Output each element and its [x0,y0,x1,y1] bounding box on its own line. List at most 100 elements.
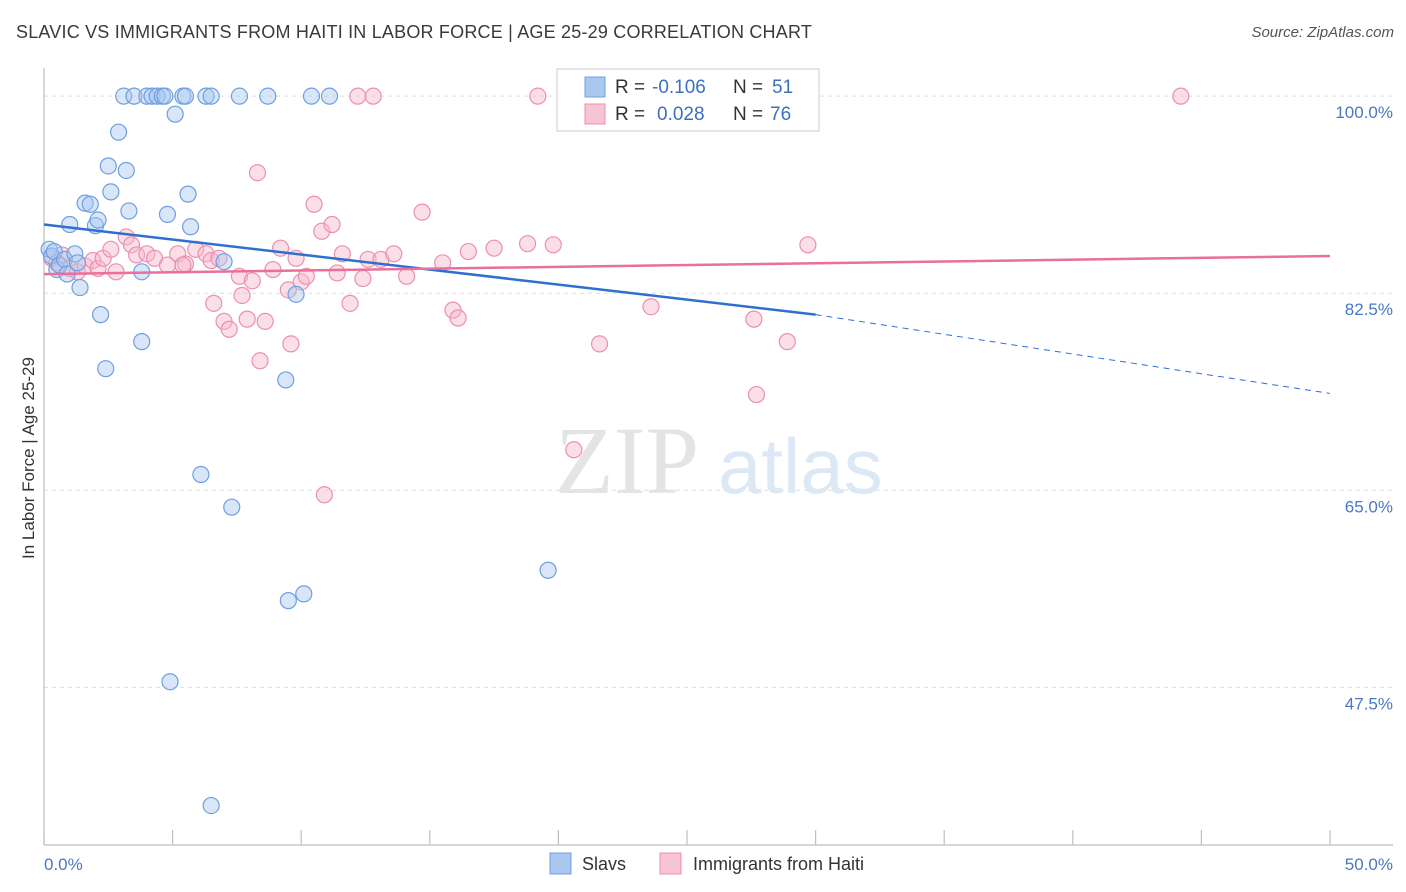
x-axis-ticks [43,830,1331,845]
haiti-point [243,272,261,290]
slavs-point [99,157,117,175]
haiti-point [565,441,583,459]
haiti-point [256,312,274,330]
haiti-point [385,245,403,263]
slavs-point [215,253,233,271]
haiti-point [220,320,238,338]
x-tick-label-min: 0.0% [44,855,83,874]
legend-slavs-n-value: 51 [772,77,793,98]
slavs-point [279,592,297,610]
grid-lines [44,95,1393,688]
slavs-point [166,105,184,123]
slavs-point [102,183,120,201]
slavs-point [202,796,220,815]
y-axis-label: In Labor Force | Age 25-29 [19,357,38,559]
slavs-point [230,87,249,105]
slavs-point [117,161,135,180]
haiti-point [238,310,256,328]
haiti-point [305,195,323,213]
slavs-point [91,306,110,324]
legend-swatch-haiti [584,103,606,125]
slavs-point [302,87,321,105]
haiti-point [799,236,817,254]
haiti-point [282,335,300,353]
trend-lines [43,223,1331,394]
haiti-point [341,294,359,312]
haiti-point [459,242,477,261]
haiti-point [251,352,269,370]
legend-slavs-n-label: N = [733,77,763,98]
watermark-zip: ZIP [555,407,699,514]
slavs-point [320,87,339,105]
slavs-point [202,87,220,105]
bottom-legend-slavs: Slavs [582,854,626,874]
haiti-point [323,215,341,234]
slavs-point [125,87,143,105]
y-tick-labels: 100.0% 82.5% 65.0% 47.5% [1335,103,1393,713]
bottom-legend-swatch-slavs [549,852,572,875]
haiti-point [297,267,315,285]
haiti-point [590,335,609,353]
slavs-point [97,360,115,378]
slavs-point [197,87,215,105]
slavs-trend-extension [815,314,1331,394]
slavs-point [156,87,174,105]
x-tick-labels: 0.0% 50.0% [44,855,1393,874]
slavs-point [109,123,128,141]
slavs-point [81,195,99,213]
haiti-point [349,87,367,105]
bottom-legend-haiti: Immigrants from Haiti [693,854,864,874]
slavs-point [158,205,177,223]
slavs-point [192,465,210,484]
slavs-point [61,215,79,234]
bottom-legend-swatch-haiti [659,852,682,875]
slavs-point [120,202,138,220]
haiti-point [449,309,467,327]
slavs-point [161,673,179,691]
legend-haiti-r-label: R = [615,104,645,125]
slavs-point [182,218,200,236]
slavs-point [89,211,107,229]
haiti-point [205,294,223,312]
haiti-point [174,256,192,274]
y-tick-label: 100.0% [1335,103,1393,122]
slavs-point [176,87,195,105]
chart-title: SLAVIC VS IMMIGRANTS FROM HAITI IN LABOR… [16,22,813,42]
haiti-trend-line [43,254,1331,276]
haiti-point [364,87,382,105]
slavs-point [287,285,305,303]
slavs-point [179,185,197,203]
legend-slavs-r-label: R = [615,77,645,98]
haiti-point [485,239,503,257]
y-tick-label: 47.5% [1345,694,1393,713]
chart-source: Source: ZipAtlas.com [1251,24,1394,41]
haiti-point [354,269,372,288]
haiti-point [518,235,537,253]
haiti-point [413,203,431,221]
slavs-point [539,561,557,579]
slavs-point [55,250,74,269]
haiti-point [398,267,416,285]
haiti-point [1172,87,1190,105]
slavs-point [277,371,295,389]
legend-haiti-n-value: 76 [770,104,791,125]
y-tick-label: 82.5% [1345,300,1393,319]
legend-box: R = -0.106 N = 51 R = 0.028 N = 76 [556,68,820,132]
slavs-point [295,585,313,603]
haiti-point [313,222,331,240]
watermark-atlas: atlas [718,422,883,510]
haiti-point [248,164,267,182]
slavs-point [133,333,151,351]
haiti-point [529,87,547,105]
haiti-point [315,486,333,504]
haiti-point [122,236,141,254]
x-tick-label-max: 50.0% [1345,855,1393,874]
haiti-point [642,298,660,316]
haiti-point [747,385,766,404]
legend-swatch-slavs [584,76,606,98]
haiti-point [778,333,796,351]
slavs-point [259,87,277,105]
haiti-point [102,240,120,258]
y-tick-label: 65.0% [1345,497,1393,516]
